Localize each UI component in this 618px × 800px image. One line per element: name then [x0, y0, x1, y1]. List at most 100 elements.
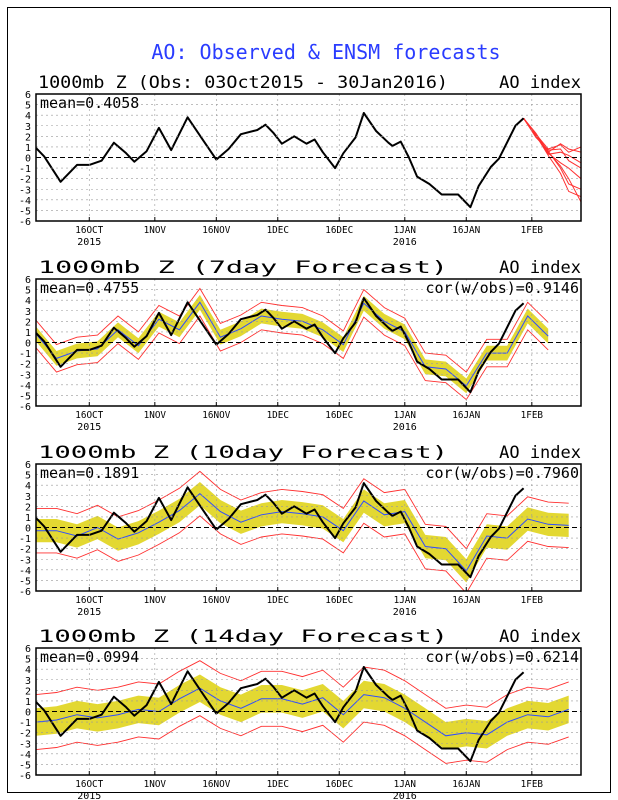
y-tick-label: -5: [19, 391, 31, 402]
y-tick-label: 3: [25, 492, 31, 503]
x-tick-year-label: 2016: [393, 607, 417, 618]
observed-ao-line: [36, 297, 525, 394]
y-tick-label: 5: [25, 286, 31, 297]
y-tick-label: -4: [19, 196, 31, 207]
y-tick-label: -1: [19, 164, 31, 175]
x-tick-label: 16JAN: [452, 779, 480, 790]
x-tick-label: 1DEC: [267, 779, 289, 790]
y-tick-label: 6: [25, 644, 31, 655]
correlation-annotation: cor(w/obs)=0.6214: [425, 648, 579, 666]
mean-annotation: mean=0.0994: [40, 648, 139, 666]
x-tick-year-label: 2015: [77, 791, 101, 800]
y-tick-label: 0: [25, 524, 31, 535]
x-tick-label: 16JAN: [452, 410, 480, 421]
y-tick-label: 1: [25, 328, 31, 339]
x-tick-label: 1DEC: [267, 225, 289, 236]
x-tick-label: 1NOV: [144, 595, 166, 606]
y-tick-label: 0: [25, 339, 31, 350]
y-tick-label: -4: [19, 750, 31, 761]
x-tick-label: 16NOV: [202, 225, 230, 236]
ensemble-max-line: [36, 660, 569, 709]
x-tick-label: 1JAN: [394, 410, 416, 421]
x-tick-label: 16OCT: [75, 225, 103, 236]
x-tick-label: 1JAN: [394, 595, 416, 606]
plot-frame: [35, 463, 582, 592]
ensemble-spread-band: [36, 674, 569, 750]
y-tick-label: -3: [19, 555, 31, 566]
panel-right-label: AO index: [499, 258, 581, 278]
y-tick-label: 4: [25, 111, 31, 122]
y-tick-label: 1: [25, 697, 31, 708]
ensemble-mean-line: [36, 492, 569, 572]
y-tick-label: -2: [19, 545, 31, 556]
y-tick-label: 2: [25, 132, 31, 143]
panel-3: 1000mb Z (10day Forecast) AO index16OCT20…: [19, 443, 582, 618]
plot-area: [36, 287, 549, 401]
y-tick-label: -3: [19, 370, 31, 381]
mean-annotation: mean=0.4058: [40, 94, 139, 112]
y-tick-label: -6: [19, 402, 31, 413]
y-tick-label: -1: [19, 534, 31, 545]
y-tick-label: -3: [19, 739, 31, 750]
plot-area: [36, 112, 581, 209]
y-tick-label: -1: [19, 718, 31, 729]
ensemble-mean-line: [36, 687, 569, 737]
y-tick-label: -3: [19, 185, 31, 196]
x-tick-label: 1FEB: [521, 410, 543, 421]
x-tick-label: 1NOV: [144, 410, 166, 421]
ensemble-min-line: [36, 715, 569, 764]
ensemble-spread-band: [36, 294, 549, 394]
observed-ao-line: [36, 482, 525, 579]
y-tick-label: 5: [25, 655, 31, 666]
x-tick-label: 1FEB: [521, 595, 543, 606]
x-tick-label: 16JAN: [452, 595, 480, 606]
x-tick-label: 1JAN: [394, 779, 416, 790]
ensemble-min-line: [36, 315, 549, 401]
correlation-annotation: cor(w/obs)=0.9146: [425, 279, 579, 297]
mean-annotation: mean=0.4755: [40, 279, 139, 297]
x-tick-year-label: 2016: [393, 791, 417, 800]
y-tick-label: -6: [19, 217, 31, 228]
x-tick-label: 16OCT: [75, 595, 103, 606]
ensemble-spread-band: [36, 482, 569, 583]
panel-title: 1000mb Z (14day Forecast): [38, 627, 448, 647]
panel-1: 1000mb Z (Obs: 03Oct2015 - 30Jan2016) AO …: [19, 73, 582, 248]
y-tick-label: 6: [25, 275, 31, 286]
figure-frame: [7, 7, 611, 793]
y-tick-label: 2: [25, 686, 31, 697]
x-tick-label: 16DEC: [325, 595, 353, 606]
panel-title: 1000mb Z (7day Forecast): [38, 258, 448, 278]
y-tick-label: 5: [25, 471, 31, 482]
y-tick-label: -5: [19, 206, 31, 217]
x-tick-label: 1JAN: [394, 225, 416, 236]
x-tick-label: 16DEC: [325, 410, 353, 421]
y-tick-label: 1: [25, 513, 31, 524]
y-tick-label: 3: [25, 307, 31, 318]
correlation-annotation: cor(w/obs)=0.7960: [425, 464, 579, 482]
plot-frame: [35, 278, 582, 407]
panel-right-label: AO index: [499, 73, 581, 93]
forecast-member-line: [523, 117, 581, 180]
observed-ao-line: [36, 112, 525, 209]
panel-4: 1000mb Z (14day Forecast) AO index16OCT20…: [19, 627, 582, 800]
y-tick-label: 0: [25, 154, 31, 165]
y-tick-label: -6: [19, 587, 31, 598]
x-tick-label: 1DEC: [267, 410, 289, 421]
panel-title: 1000mb Z (10day Forecast): [38, 443, 448, 463]
y-tick-label: 6: [25, 90, 31, 101]
x-tick-label: 16NOV: [202, 595, 230, 606]
y-tick-label: -4: [19, 566, 31, 577]
plot-area: [36, 660, 569, 764]
x-tick-label: 1FEB: [521, 779, 543, 790]
x-tick-label: 16OCT: [75, 779, 103, 790]
forecast-member-line: [523, 118, 581, 198]
y-tick-label: 2: [25, 502, 31, 513]
ensemble-max-line: [36, 287, 549, 373]
y-tick-label: -6: [19, 771, 31, 782]
figure-title: AO: Observed & ENSM forecasts: [151, 40, 500, 64]
x-tick-year-label: 2015: [77, 607, 101, 618]
y-tick-label: -2: [19, 360, 31, 371]
plot-frame: [35, 647, 582, 776]
y-tick-label: -2: [19, 729, 31, 740]
x-tick-label: 16NOV: [202, 410, 230, 421]
